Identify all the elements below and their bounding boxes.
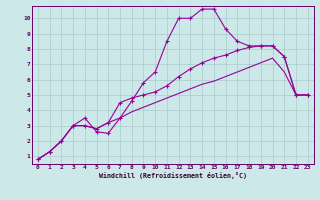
X-axis label: Windchill (Refroidissement éolien,°C): Windchill (Refroidissement éolien,°C) xyxy=(99,172,247,179)
